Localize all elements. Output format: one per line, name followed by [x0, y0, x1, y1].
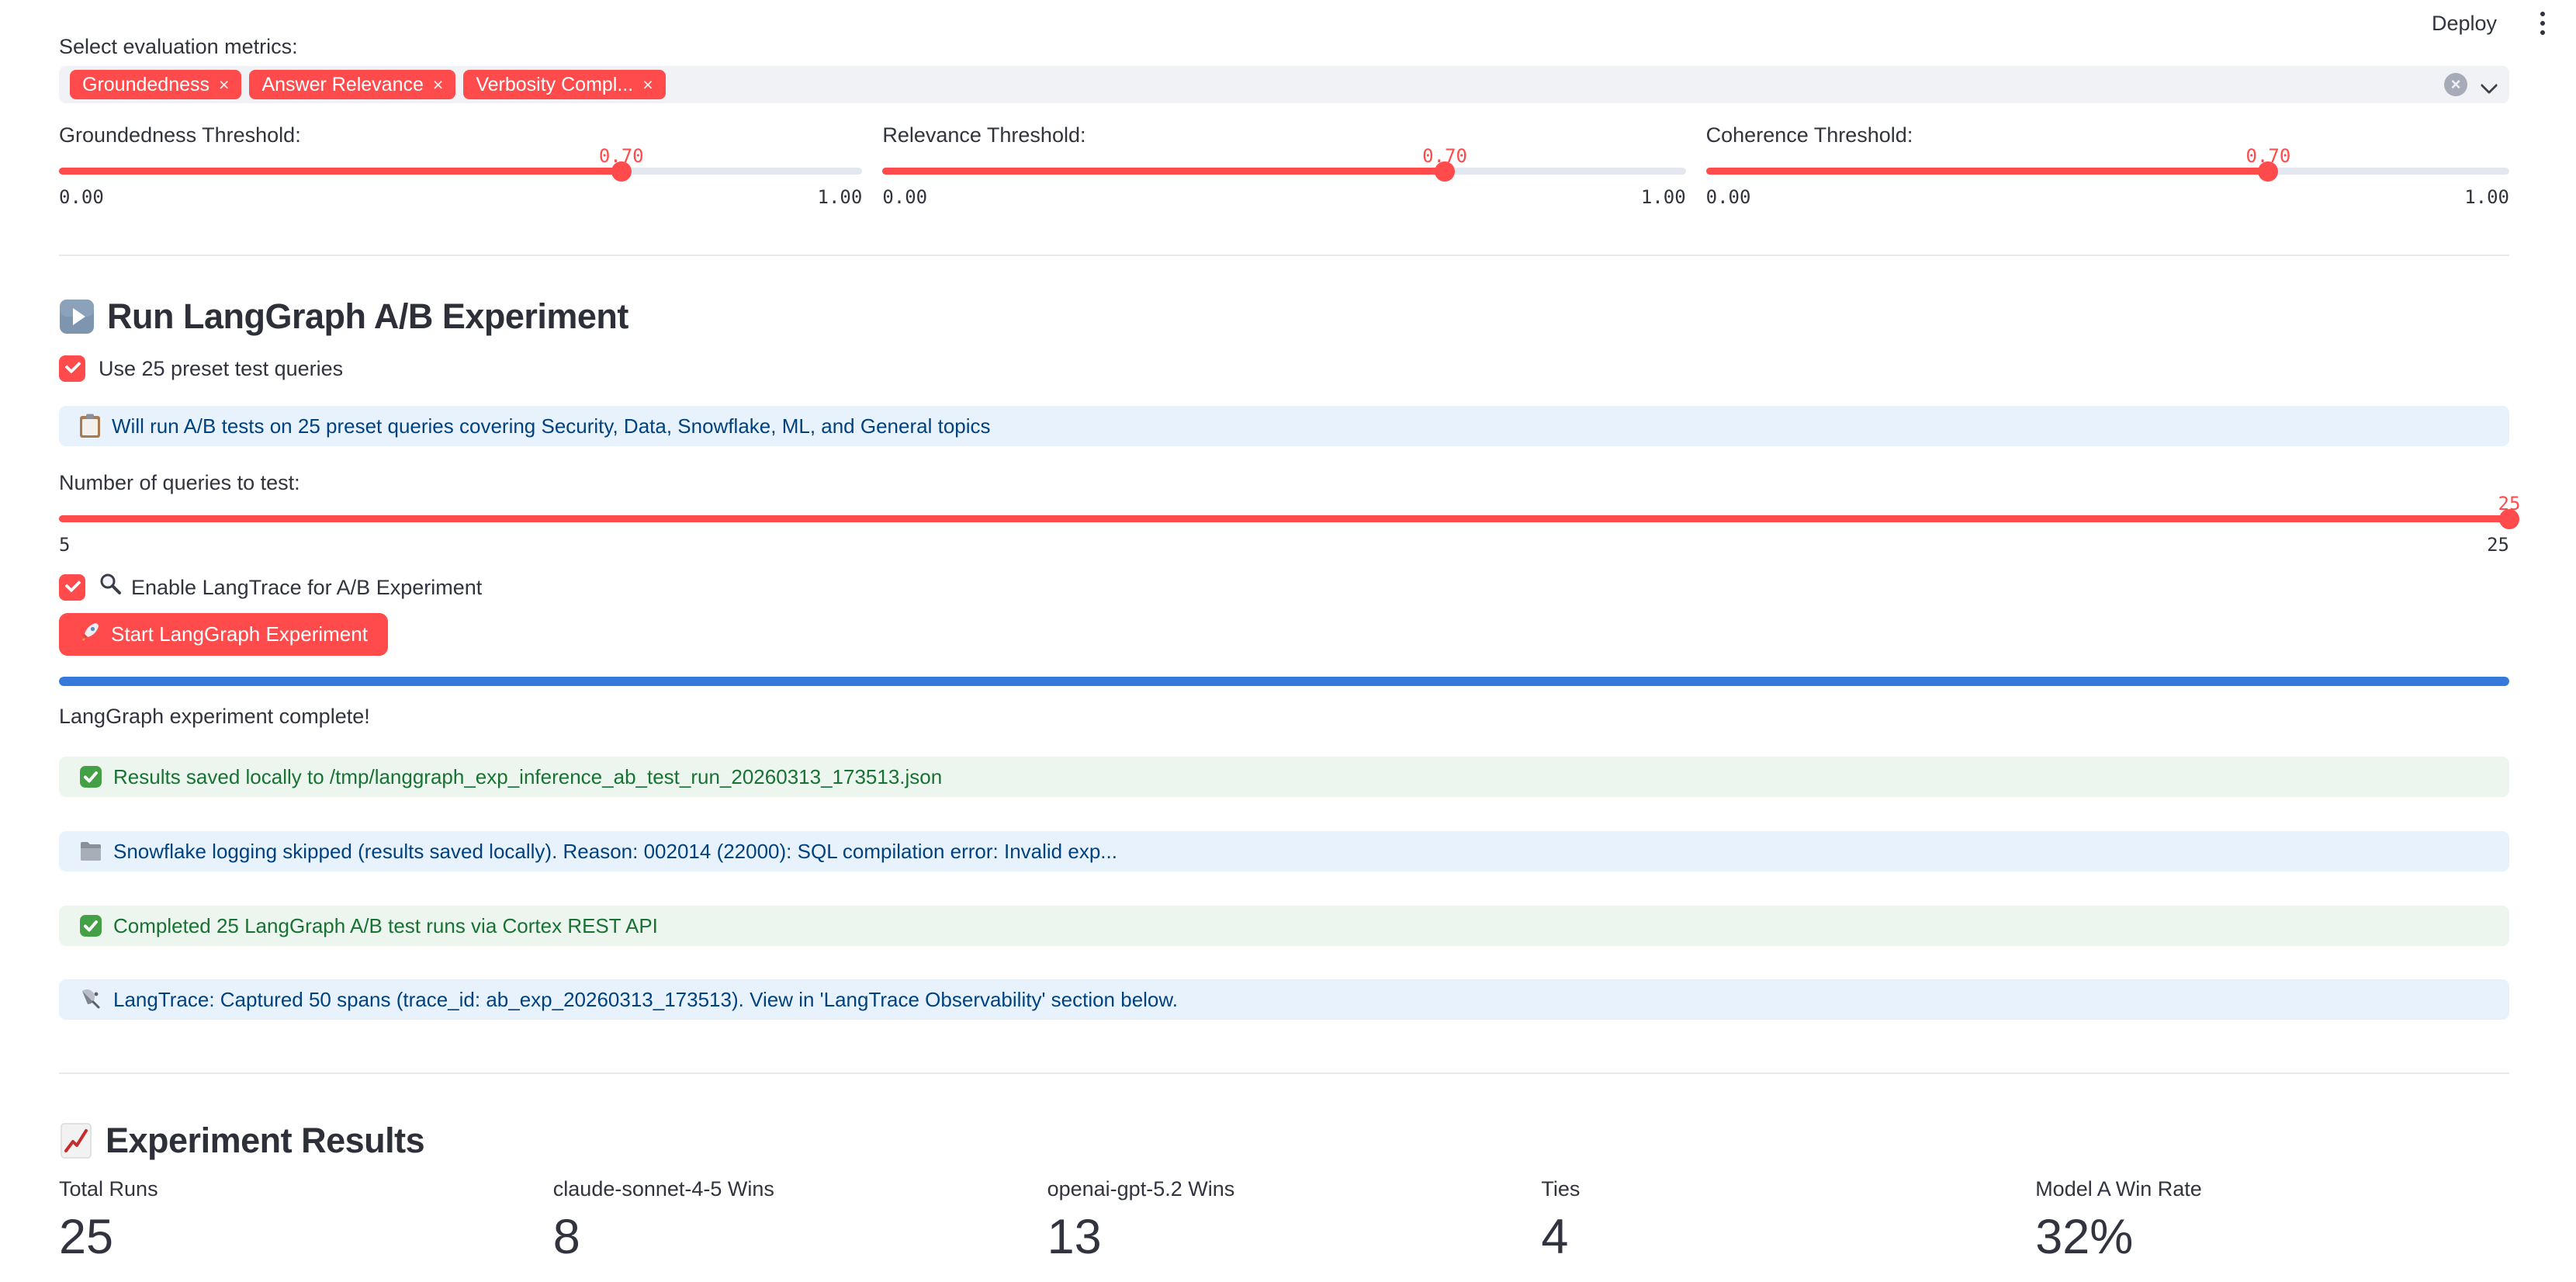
slider-groundedness-threshold: Groundedness Threshold: 0.70 0.00 1.00 — [59, 123, 863, 216]
slider-min: 0.00 — [1705, 186, 1751, 208]
slider-min: 0.00 — [59, 186, 104, 208]
metric-value: 4 — [1541, 1210, 1569, 1264]
snowflake-skipped-alert: Snowflake logging skipped (results saved… — [59, 831, 2509, 871]
experiment-status-text: LangGraph experiment complete! — [59, 705, 370, 728]
slider-thumb[interactable] — [1435, 161, 1456, 182]
slider-label: Coherence Threshold: — [1705, 123, 1913, 147]
slider-max: 1.00 — [817, 186, 863, 208]
chevron-down-icon[interactable] — [2481, 76, 2498, 93]
checkbox-checked-icon[interactable] — [59, 574, 85, 601]
checkbox-label: Use 25 preset test queries — [99, 357, 344, 380]
slider-max: 25 — [2487, 534, 2509, 556]
metric-value: 8 — [552, 1210, 580, 1264]
evaluation-metrics-multiselect[interactable]: Groundedness × Answer Relevance × Verbos… — [59, 66, 2509, 103]
slider-label: Number of queries to test: — [59, 471, 300, 494]
section-divider — [59, 1072, 2509, 1074]
app-toolbar: Deploy — [2432, 0, 2576, 47]
slider-max: 1.00 — [1640, 186, 1686, 208]
slider-thumb[interactable] — [2258, 161, 2279, 182]
preset-queries-checkbox[interactable]: Use 25 preset test queries — [59, 355, 343, 382]
completed-runs-alert: Completed 25 LangGraph A/B test runs via… — [59, 906, 2509, 946]
chip-remove-icon[interactable]: × — [219, 74, 230, 95]
metric-model-a-win-rate: Model A Win Rate 32% — [2035, 1176, 2509, 1263]
satellite-antenna-icon — [79, 988, 102, 1011]
langtrace-captured-alert: LangTrace: Captured 50 spans (trace_id: … — [59, 979, 2509, 1020]
white-check-mark-icon — [79, 914, 102, 937]
checkbox-checked-icon[interactable] — [59, 355, 85, 382]
file-folder-icon — [79, 840, 102, 862]
metric-label: openai-gpt-5.2 Wins — [1047, 1177, 1235, 1201]
slider-coherence-threshold: Coherence Threshold: 0.70 0.00 1.00 — [1705, 123, 2509, 216]
metric-label: Ties — [1541, 1177, 1581, 1201]
experiment-progress-bar — [59, 677, 2509, 686]
experiment-section-title: Run LangGraph A/B Experiment — [59, 296, 628, 337]
clear-all-icon[interactable]: × — [2444, 73, 2467, 96]
checkbox-label: Enable LangTrace for A/B Experiment — [131, 576, 483, 599]
slider-thumb[interactable] — [611, 161, 632, 182]
slider-track[interactable] — [59, 508, 2519, 529]
metric-label: Model A Win Rate — [2035, 1177, 2202, 1201]
rocket-icon — [79, 621, 101, 648]
langtrace-checkbox[interactable]: Enable LangTrace for A/B Experiment — [59, 573, 482, 602]
metric-total-runs: Total Runs 25 — [59, 1176, 533, 1263]
slider-thumb[interactable] — [2499, 508, 2519, 529]
magnifying-glass-icon — [99, 573, 122, 602]
slider-number-of-queries: Number of queries to test: 25 5 25 — [59, 470, 2520, 563]
metric-value: 25 — [59, 1210, 114, 1264]
slider-relevance-threshold: Relevance Threshold: 0.70 0.00 1.00 — [882, 123, 1686, 216]
metric-value: 32% — [2035, 1210, 2134, 1264]
slider-track[interactable] — [882, 161, 1686, 182]
play-button-icon — [59, 299, 95, 334]
slider-track[interactable] — [59, 161, 863, 182]
metric-openai-wins: openai-gpt-5.2 Wins 13 — [1047, 1176, 1522, 1263]
slider-fill — [1705, 168, 2269, 175]
chip-groundedness[interactable]: Groundedness × — [70, 70, 242, 99]
chip-remove-icon[interactable]: × — [642, 74, 653, 95]
chip-remove-icon[interactable]: × — [432, 74, 444, 95]
results-section-title: Experiment Results — [59, 1121, 425, 1161]
kebab-menu-icon[interactable] — [2529, 8, 2556, 39]
progress-fill — [59, 677, 2509, 686]
slider-label: Relevance Threshold: — [882, 123, 1086, 147]
slider-fill — [59, 168, 621, 175]
slider-label: Groundedness Threshold: — [59, 123, 301, 147]
deploy-button[interactable]: Deploy — [2431, 11, 2497, 35]
metric-ties: Ties 4 — [1541, 1176, 2015, 1263]
slider-max: 1.00 — [2464, 186, 2509, 208]
metric-label: claude-sonnet-4-5 Wins — [552, 1177, 774, 1201]
slider-fill — [59, 515, 2509, 522]
metric-value: 13 — [1047, 1210, 1102, 1264]
metrics-row: Total Runs 25 claude-sonnet-4-5 Wins 8 o… — [59, 1176, 2509, 1263]
chip-verbosity[interactable]: Verbosity Compl... × — [463, 70, 666, 99]
white-check-mark-icon — [79, 765, 102, 788]
slider-min: 0.00 — [882, 186, 928, 208]
slider-fill — [882, 168, 1446, 175]
metric-label: Total Runs — [59, 1177, 158, 1201]
clipboard-icon — [79, 414, 101, 438]
results-saved-alert: Results saved locally to /tmp/langgraph_… — [59, 757, 2509, 797]
multiselect-label: Select evaluation metrics: — [59, 35, 298, 58]
start-experiment-button[interactable]: Start LangGraph Experiment — [59, 613, 388, 656]
slider-min: 5 — [59, 534, 71, 556]
chart-increasing-icon — [59, 1123, 93, 1159]
threshold-sliders-row: Groundedness Threshold: 0.70 0.00 1.00 R… — [59, 123, 2509, 216]
preset-info-alert: Will run A/B tests on 25 preset queries … — [59, 406, 2509, 446]
chip-answer-relevance[interactable]: Answer Relevance × — [249, 70, 456, 99]
section-divider — [59, 255, 2509, 256]
slider-track[interactable] — [1705, 161, 2509, 182]
metric-claude-wins: claude-sonnet-4-5 Wins 8 — [553, 1176, 1027, 1263]
selected-chips: Groundedness × Answer Relevance × Verbos… — [70, 70, 2444, 99]
